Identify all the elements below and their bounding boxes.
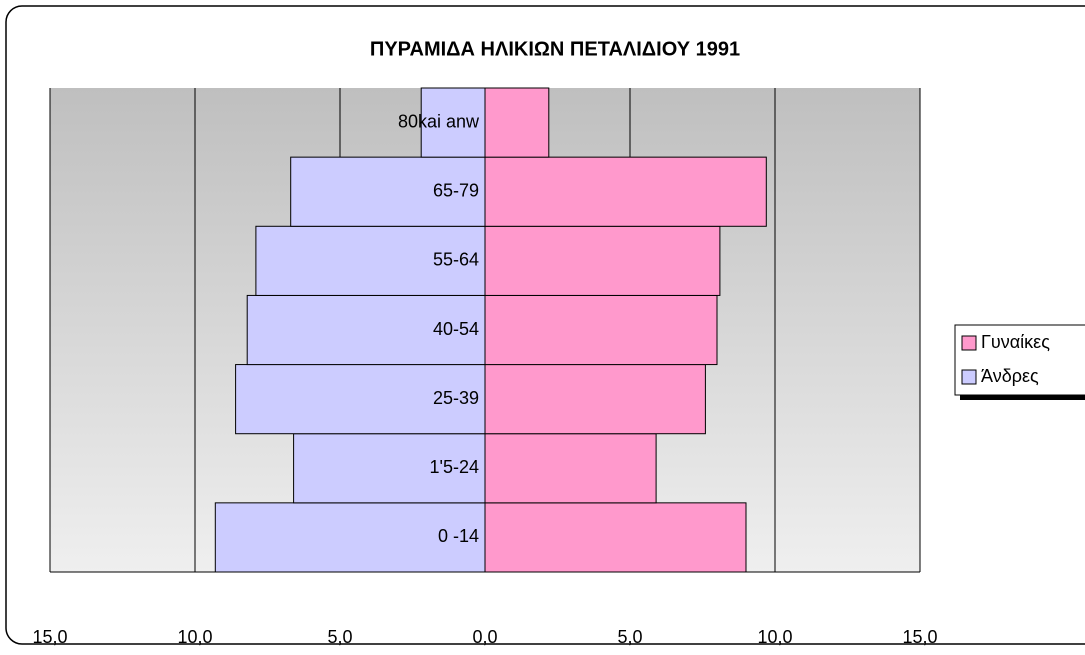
category-label: 80kai anw bbox=[398, 111, 480, 131]
bar bbox=[484, 294, 718, 366]
bar bbox=[484, 364, 706, 435]
bar bbox=[420, 87, 486, 158]
x-tick-label: 10,0 bbox=[757, 627, 792, 647]
category-label: 0 -14 bbox=[438, 526, 479, 546]
category-label: 40-54 bbox=[433, 319, 479, 339]
x-tick-label: 0,0 bbox=[472, 627, 497, 647]
bar bbox=[484, 225, 721, 296]
category-label: 65-79 bbox=[433, 180, 479, 200]
x-tick-label: 15,0 bbox=[902, 627, 937, 647]
bar bbox=[290, 156, 486, 227]
bar bbox=[255, 225, 486, 296]
category-label: 55-64 bbox=[433, 250, 479, 270]
legend-swatch bbox=[961, 335, 977, 351]
legend bbox=[954, 324, 1085, 396]
legend-swatch bbox=[961, 369, 977, 385]
bar bbox=[484, 433, 657, 504]
category-label: 25-39 bbox=[433, 388, 479, 408]
bar bbox=[484, 87, 550, 158]
legend-label: Άνδρες bbox=[981, 366, 1039, 386]
category-label: 1'5-24 bbox=[430, 457, 479, 477]
x-tick-label: 10,0 bbox=[177, 627, 212, 647]
bar bbox=[484, 156, 767, 227]
x-tick-label: 5,0 bbox=[617, 627, 642, 647]
x-tick-label: 15,0 bbox=[32, 627, 67, 647]
x-tick-label: 5,0 bbox=[327, 627, 352, 647]
legend-label: Γυναίκες bbox=[981, 332, 1050, 352]
bar bbox=[484, 502, 747, 573]
chart-title: ΠΥΡΑΜΙΔΑ ΗΛΙΚΙΩΝ ΠΕΤΑΛΙΔΙΟΥ 1991 bbox=[370, 38, 740, 60]
